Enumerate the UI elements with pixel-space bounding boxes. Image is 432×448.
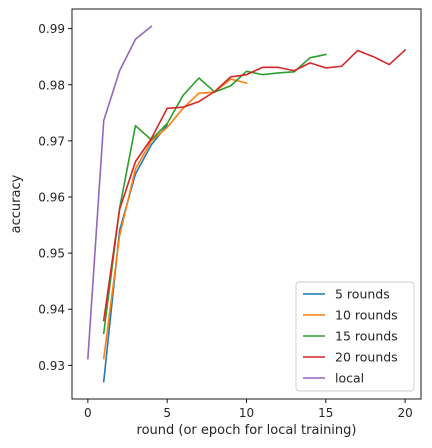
x-tick-label: 5 xyxy=(163,406,171,420)
y-tick-label: 0.93 xyxy=(38,359,65,373)
axes: 0 5 10 15 20 0.93 0.94 0.95 0.96 0.97 0.98 0.99 xyxy=(38,8,422,420)
y-tick-label: 0.99 xyxy=(38,22,65,36)
series-line-3 xyxy=(102,48,407,322)
series-line-4 xyxy=(87,25,153,360)
x-tick-label: 20 xyxy=(397,406,412,420)
y-tick-label: 0.95 xyxy=(38,247,65,261)
y-tick-label: 0.97 xyxy=(38,134,65,148)
legend-label-3: 20 rounds xyxy=(335,350,398,365)
x-axis-label: round (or epoch for local training) xyxy=(137,423,357,438)
legend: 5 rounds 10 rounds 15 rounds 20 rounds local xyxy=(295,281,415,392)
plot-area xyxy=(87,25,407,383)
series-line-2 xyxy=(102,53,327,335)
y-axis-label: accuracy xyxy=(9,174,24,233)
y-tick-label: 0.98 xyxy=(38,78,65,92)
legend-label-2: 15 rounds xyxy=(335,329,398,344)
legend-label-4: local xyxy=(335,371,364,386)
series-line-1 xyxy=(102,78,248,360)
x-tick-label: 15 xyxy=(318,406,333,420)
x-tick-label: 0 xyxy=(84,406,92,420)
legend-label-1: 10 rounds xyxy=(335,308,398,323)
x-tick-label: 10 xyxy=(239,406,254,420)
legend-label-0: 5 rounds xyxy=(335,287,390,302)
legend-box xyxy=(295,281,415,392)
y-tick-label: 0.96 xyxy=(38,190,65,204)
y-tick-label: 0.94 xyxy=(38,303,65,317)
